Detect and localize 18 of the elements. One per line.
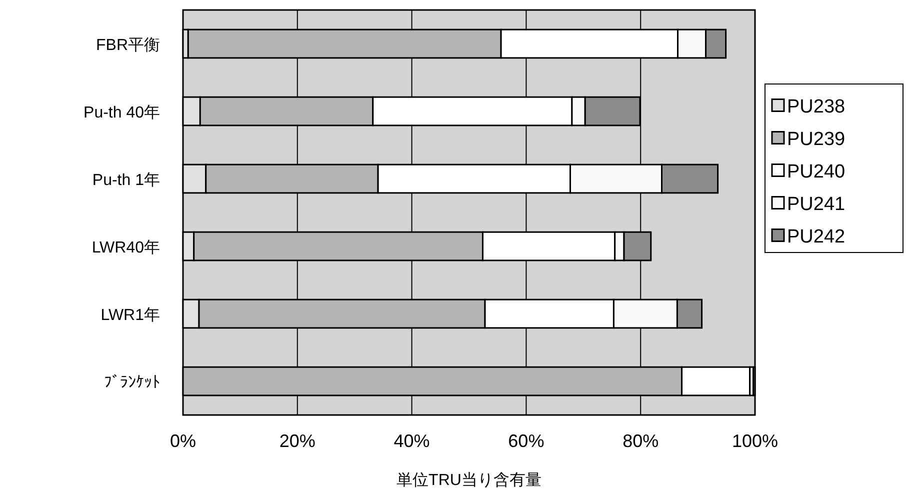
x-tick-label: 80% — [622, 431, 659, 451]
y-tick-label: LWR1年 — [100, 306, 160, 324]
legend-label: PU241 — [787, 194, 846, 215]
x-tick-label: 100% — [732, 431, 778, 451]
x-tick-label: 40% — [394, 431, 430, 451]
y-tick-label: Pu-th 1年 — [92, 172, 160, 189]
legend-label: PU240 — [787, 161, 846, 182]
x-tick-label: 20% — [279, 431, 316, 451]
x-tick-label: 0% — [170, 431, 196, 451]
x-tick-label: 60% — [508, 431, 544, 451]
x-axis-title: 単位TRU当り含有量 — [396, 471, 542, 489]
y-tick-label: Pu-th 40年 — [84, 104, 160, 122]
y-tick-label: LWR40年 — [92, 239, 160, 256]
y-tick-label: ﾌﾞﾗﾝｹｯﾄ — [104, 373, 160, 392]
legend-label: PU242 — [787, 226, 846, 248]
y-tick-label: FBR平衡 — [96, 36, 160, 54]
legend-label: PU239 — [787, 128, 846, 150]
legend-label: PU238 — [787, 96, 846, 118]
